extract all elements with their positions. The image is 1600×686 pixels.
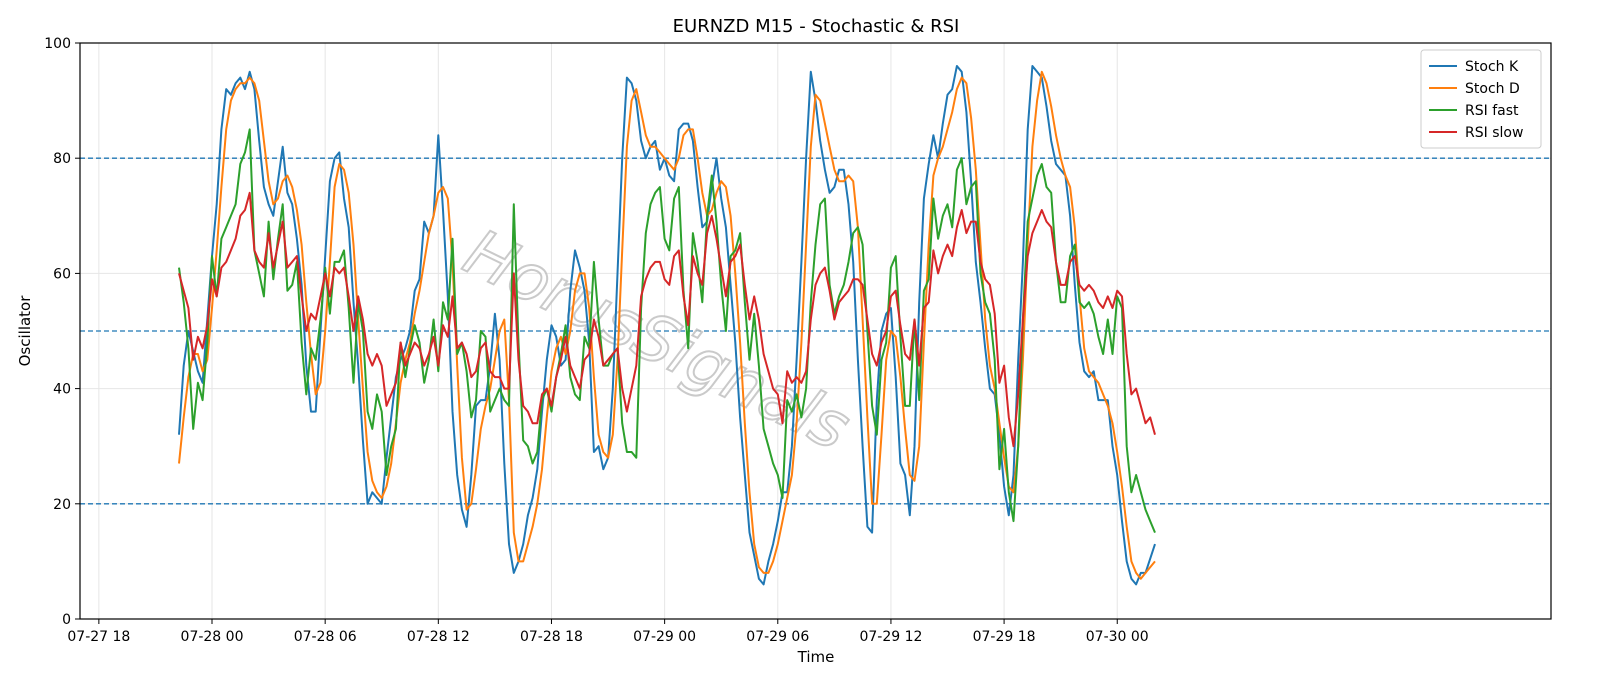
x-tick-label: 07-28 00: [181, 629, 244, 645]
x-tick-label: 07-29 00: [633, 629, 696, 645]
reference-lines: [80, 157, 1551, 505]
legend-label: Stoch K: [1465, 59, 1519, 75]
series-line-rsi-fast: [178, 128, 1156, 533]
y-tick-label: 20: [53, 497, 71, 513]
x-tick-label: 07-29 12: [859, 629, 922, 645]
legend: Stoch K Stoch D RSI fast RSI slow: [1420, 49, 1542, 149]
plot-frame: [79, 42, 1552, 620]
y-axis-title: Oscillator: [16, 295, 34, 367]
x-axis-title: Time: [797, 648, 835, 666]
x-tick-label: 07-28 12: [407, 629, 470, 645]
y-axis-ticks: 0 20 40 60 80 100: [44, 36, 80, 628]
y-tick-label: 0: [62, 612, 71, 628]
y-tick-label: 80: [53, 151, 71, 167]
legend-label: RSI slow: [1465, 125, 1523, 141]
legend-label: Stoch D: [1465, 81, 1520, 97]
y-tick-label: 40: [53, 382, 71, 398]
y-tick-label: 100: [44, 36, 71, 52]
series-lines: [178, 65, 1156, 586]
series-line-stoch-d: [178, 70, 1156, 580]
x-tick-label: 07-29 06: [746, 629, 809, 645]
y-tick-label: 60: [53, 266, 71, 282]
series-line-rsi-slow: [178, 191, 1156, 448]
x-axis-ticks: 07-27 18 07-28 00 07-28 06 07-28 12 07-28 18…: [67, 619, 1149, 645]
x-tick-label: 07-27 18: [67, 629, 130, 645]
x-tick-label: 07-29 18: [973, 629, 1036, 645]
x-tick-label: 07-28 18: [520, 629, 583, 645]
x-tick-label: 07-30 00: [1086, 629, 1149, 645]
x-tick-label: 07-28 06: [294, 629, 357, 645]
legend-box: [1420, 49, 1542, 149]
chart-title: EURNZD M15 - Stochastic & RSI: [673, 16, 960, 37]
legend-label: RSI fast: [1465, 103, 1519, 119]
